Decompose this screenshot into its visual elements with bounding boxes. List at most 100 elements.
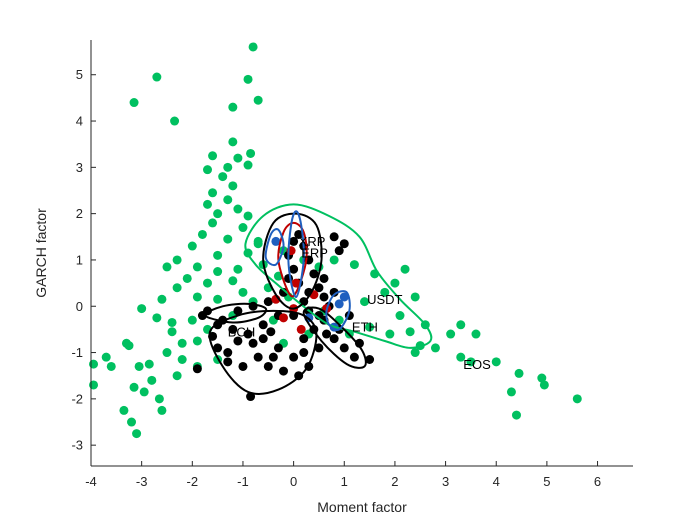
green-point-13 [203, 165, 213, 175]
green-point-93 [430, 343, 440, 353]
black-point-32 [314, 283, 324, 293]
black-point-57 [248, 338, 258, 348]
black-point-5 [253, 352, 263, 362]
green-point-85 [360, 297, 370, 307]
green-point-82 [390, 278, 400, 288]
annotation-usdt: USDT [367, 292, 402, 307]
green-point-58 [106, 361, 116, 371]
green-point-105 [539, 380, 549, 390]
green-point-102 [514, 368, 524, 378]
black-point-53 [258, 320, 268, 330]
red-contour [277, 221, 308, 298]
green-point-21 [243, 211, 253, 221]
y-tick-label-8: 5 [76, 67, 83, 82]
black-point-28 [294, 229, 304, 239]
y-tick-label-4: 1 [76, 252, 83, 267]
black-point-22 [263, 297, 273, 307]
black-point-6 [263, 361, 273, 371]
green-point-35 [182, 273, 192, 283]
green-point-6 [170, 116, 180, 126]
green-point-104 [537, 373, 547, 383]
green-point-62 [129, 382, 139, 392]
green-point-68 [132, 429, 142, 439]
y-tick-label-3: 0 [76, 299, 83, 314]
green-point-14 [218, 172, 228, 182]
x-tick-label-1: -3 [136, 474, 148, 489]
black-point-4 [238, 361, 248, 371]
green-point-30 [172, 255, 182, 265]
y-tick-label-7: 4 [76, 114, 83, 129]
x-tick-label-5: 1 [341, 474, 348, 489]
black-point-31 [309, 269, 319, 279]
black-point-11 [273, 343, 283, 353]
green-point-17 [223, 195, 233, 205]
x-tick-label-0: -4 [85, 474, 97, 489]
blue-contour-3 [325, 290, 351, 332]
green-point-106 [572, 394, 582, 404]
green-point-44 [167, 317, 177, 327]
blue-point-3 [271, 236, 281, 246]
black-point-42 [365, 355, 375, 364]
red-point-4 [278, 313, 288, 323]
annotation-bch: BCH [228, 324, 255, 339]
green-point-27 [187, 241, 197, 251]
green-point-16 [208, 188, 218, 198]
green-envelope [244, 203, 433, 349]
green-point-38 [172, 283, 182, 293]
green-point-24 [197, 229, 207, 239]
green-point-23 [238, 223, 248, 233]
green-point-12 [243, 160, 253, 170]
green-point-59 [134, 361, 144, 371]
green-point-97 [471, 329, 481, 339]
green-point-33 [233, 264, 243, 274]
green-point-50 [162, 348, 172, 358]
black-point-50 [339, 239, 349, 249]
green-point-49 [192, 336, 202, 346]
green-point-43 [152, 313, 162, 323]
green-point-2 [243, 74, 253, 84]
green-point-25 [223, 234, 233, 244]
green-point-51 [177, 355, 187, 364]
green-point-54 [172, 371, 182, 381]
blue-point-4 [334, 299, 344, 309]
green-point-0 [248, 42, 258, 52]
green-point-83 [400, 264, 410, 274]
black-point-41 [349, 352, 359, 362]
green-point-115 [410, 348, 420, 358]
y-tick-label-5: 2 [76, 206, 83, 221]
black-point-37 [299, 334, 309, 344]
green-point-91 [365, 322, 375, 332]
annotation-xrp: XRP [299, 234, 326, 249]
green-point-37 [228, 276, 238, 286]
green-point-48 [177, 338, 187, 348]
green-point-5 [228, 102, 238, 112]
contours-layer [203, 203, 433, 395]
green-point-10 [233, 153, 243, 163]
green-point-42 [137, 304, 147, 314]
black-point-33 [319, 292, 329, 302]
black-point-65 [322, 329, 332, 339]
x-tick-label-4: 0 [290, 474, 297, 489]
red-point-2 [296, 324, 306, 334]
points-layer [89, 42, 582, 439]
black-point-64 [266, 327, 276, 337]
black-point-0 [192, 364, 202, 374]
x-tick-label-2: -2 [187, 474, 199, 489]
black-point-27 [289, 236, 299, 246]
blue-contour-2 [264, 228, 285, 267]
black-point-23 [278, 287, 288, 297]
green-point-100 [491, 357, 501, 367]
x-tick-label-7: 3 [442, 474, 449, 489]
black-point-46 [329, 287, 339, 297]
green-point-45 [187, 315, 197, 325]
green-point-69 [89, 359, 99, 369]
blue-point-0 [339, 292, 349, 302]
black-point-10 [289, 352, 299, 362]
black-contour-small-left [203, 302, 268, 324]
black-contour-top [262, 212, 323, 310]
green-point-61 [147, 375, 157, 385]
green-point-40 [213, 294, 223, 304]
green-point-63 [139, 387, 149, 397]
black-point-20 [233, 306, 243, 316]
